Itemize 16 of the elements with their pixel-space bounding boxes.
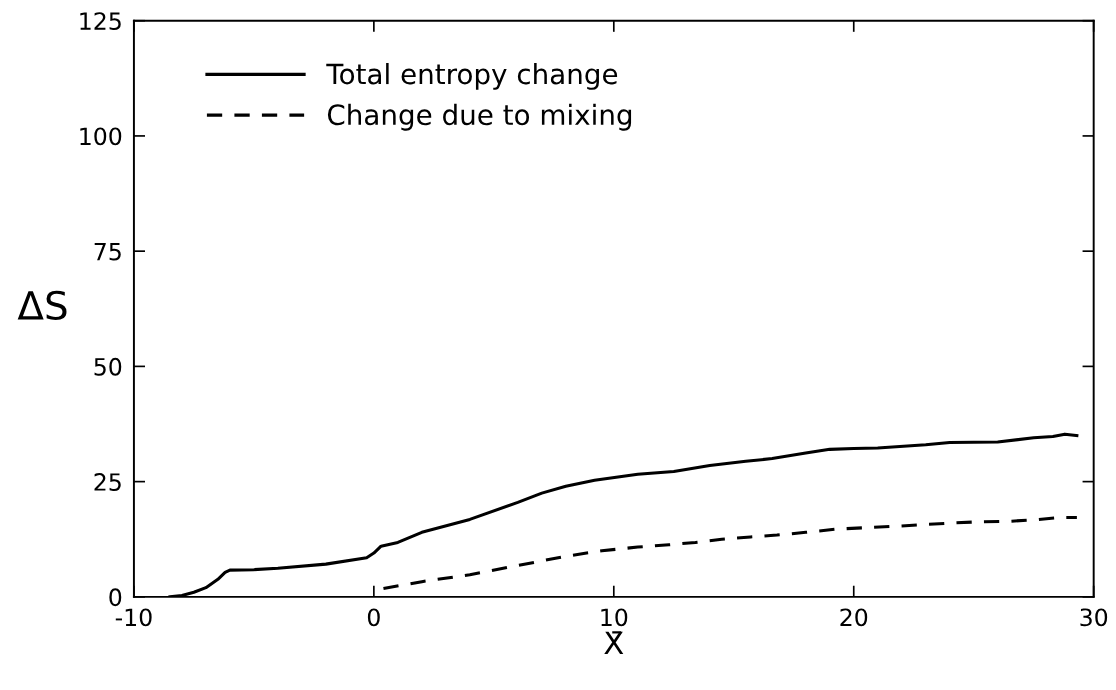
y-tick-label: 125 [80,12,121,31]
x-tick-label: 0 [367,608,380,627]
y-tick-label: 25 [94,473,121,491]
legend-label: Total entropy change [326,62,618,90]
y-tick-label: 0 [109,588,122,607]
y-tick-label: 75 [94,242,121,261]
x-tick-label: 20 [840,608,868,627]
y-tick-label: 50 [94,357,122,376]
x-tick-label: 10 [601,608,628,627]
legend-label: Change due to mixing [327,103,632,131]
y-axis-title: ΔS [17,290,67,321]
line-series [381,516,1079,591]
x-tick-label: -10 [115,608,152,627]
x-tick-label: 30 [1080,608,1108,627]
x-axis-title: X̄ [604,631,624,655]
y-tick-label: 100 [80,127,122,146]
